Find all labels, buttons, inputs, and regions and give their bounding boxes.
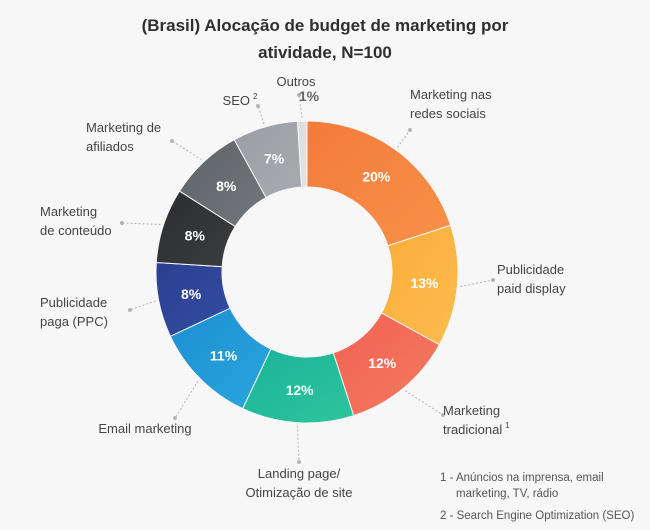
- slice-outros: [296, 120, 308, 188]
- leader-line-email-marketing: [174, 380, 199, 419]
- leader-line-marketing-de-afiliados: [171, 140, 202, 161]
- leader-line-marketing-nas-redes-sociais: [397, 129, 411, 148]
- leader-dot-publicidade-paid-display: [491, 278, 495, 282]
- value-label-seo: 7%: [264, 151, 285, 167]
- footnote-1-line-1: 1 - Anúncios na imprensa, email: [440, 472, 604, 484]
- category-label-landing-page-otimizacao-de-site: Landing page/Otimização de site: [246, 466, 353, 500]
- category-label-outros: Outros: [276, 74, 316, 89]
- leader-dot-marketing-de-afiliados: [170, 139, 174, 143]
- category-label-marketing-tradicional: Marketing tradicional 1: [443, 403, 510, 437]
- leader-line-publicidade-paid-display: [460, 279, 494, 287]
- leader-line-marketing-de-conteudo: [121, 222, 161, 225]
- value-label-publicidade-paga-ppc: 8%: [181, 286, 202, 302]
- footnotes: 1 - Anúncios na imprensa, email marketin…: [440, 470, 650, 524]
- leader-dot-email-marketing: [173, 416, 177, 420]
- category-label-marketing-de-afiliados: Marketing de afiliados: [86, 120, 161, 154]
- chart-title: (Brasil) Alocação de budget de marketing…: [0, 12, 650, 66]
- leader-dot-seo: [256, 104, 260, 108]
- footnote-1-line-2: marketing, TV, rádio: [456, 488, 559, 500]
- chart-title-line-2: atividade, N=100: [258, 43, 392, 62]
- category-label-email-marketing: Email marketing: [98, 421, 191, 436]
- category-label-marketing-de-conteudo: Marketing de conteúdo: [40, 204, 112, 238]
- category-label-publicidade-paga-ppc: Publicidade paga (PPC): [40, 295, 108, 329]
- category-label-publicidade-paid-display: Publicidade paid display: [497, 262, 566, 296]
- leader-line-landing-page-otimizacao-de-site: [296, 425, 300, 463]
- value-label-marketing-de-afiliados: 8%: [216, 178, 237, 194]
- leader-dot-marketing-de-conteudo: [120, 221, 124, 225]
- footnote-2: 2 - Search Engine Optimization (SEO): [440, 510, 635, 522]
- leader-line-publicidade-paga-ppc: [129, 300, 156, 311]
- leader-line-marketing-tradicional: [404, 390, 444, 416]
- value-label-email-marketing: 11%: [210, 347, 238, 363]
- value-label-landing-page-otimizacao-de-site: 12%: [286, 382, 315, 398]
- value-label-marketing-de-conteudo: 8%: [185, 228, 206, 244]
- value-label-outros: 1%: [299, 88, 320, 104]
- category-label-seo: SEO 2: [223, 92, 258, 108]
- leader-line-seo: [257, 105, 265, 125]
- leader-dot-marketing-nas-redes-sociais: [408, 128, 412, 132]
- value-label-marketing-tradicional: 12%: [368, 355, 397, 371]
- leader-dot-marketing-tradicional: [441, 413, 445, 417]
- leader-dot-publicidade-paga-ppc: [128, 308, 132, 312]
- chart-title-line-1: (Brasil) Alocação de budget de marketing…: [141, 16, 509, 35]
- value-label-marketing-nas-redes-sociais: 20%: [362, 169, 391, 185]
- slice-marketing-nas-redes-sociais: [306, 120, 452, 247]
- category-label-marketing-nas-redes-sociais: Marketing nas redes sociais: [410, 87, 492, 121]
- value-label-publicidade-paid-display: 13%: [410, 275, 439, 291]
- leader-dot-landing-page-otimizacao-de-site: [297, 460, 301, 464]
- leader-dot-outros: [297, 93, 301, 97]
